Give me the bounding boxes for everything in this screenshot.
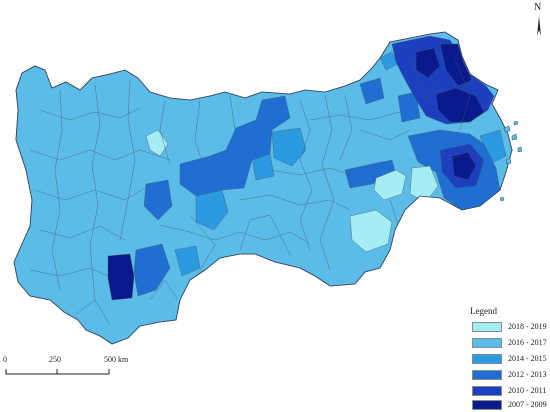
map-region-2018-2019 xyxy=(373,169,407,201)
legend-item: 2007 - 2009 xyxy=(472,400,550,412)
study-area-outline xyxy=(13,31,513,345)
map-region-2014-2015 xyxy=(174,245,201,277)
legend-label: 2012 - 2013 xyxy=(508,370,547,379)
north-letter: N xyxy=(534,2,542,13)
map-region-2014-2015 xyxy=(271,127,307,167)
legend-swatch xyxy=(472,386,502,396)
legend-item: 2018 - 2019 xyxy=(472,322,550,334)
map-region-2012-2013 xyxy=(359,77,385,105)
map-region-2007-2009 xyxy=(435,87,485,123)
legend-swatch xyxy=(472,370,502,380)
legend-item: 2012 - 2013 xyxy=(472,370,550,382)
legend-label: 2014 - 2015 xyxy=(508,354,547,363)
north-arrow-icon xyxy=(537,16,541,36)
map-region-2012-2013 xyxy=(179,95,291,197)
legend-title: Legend xyxy=(470,306,497,316)
legend: Legend 2018 - 2019 2016 - 2017 2014 - 20… xyxy=(468,306,550,410)
scale-bar-line xyxy=(5,369,110,375)
map-region-2018-2019 xyxy=(349,209,393,253)
map-region-2018-2019 xyxy=(145,129,169,157)
map-region-2012-2013 xyxy=(397,91,421,123)
legend-swatch xyxy=(472,322,502,332)
map-region-2007-2009 xyxy=(107,253,135,301)
map-region-2007-2009 xyxy=(439,43,473,87)
legend-item: 2016 - 2017 xyxy=(472,338,550,350)
map-region-2012-2013 xyxy=(133,243,171,297)
north-arrow: N xyxy=(530,2,550,42)
scale-tick-label: 500 km xyxy=(104,355,129,364)
legend-swatch xyxy=(472,338,502,348)
legend-label: 2016 - 2017 xyxy=(508,338,547,347)
legend-label: 2018 - 2019 xyxy=(508,322,547,331)
scale-bar: 0 250 500 km xyxy=(0,355,140,385)
map-region-2012-2013 xyxy=(143,179,173,221)
map-region-2007-2009 xyxy=(451,151,477,181)
legend-item: 2010 - 2011 xyxy=(472,386,550,398)
coastal-islands xyxy=(499,120,523,202)
scale-tick-label: 250 xyxy=(49,355,61,364)
legend-swatch xyxy=(472,354,502,364)
county-boundaries xyxy=(29,59,491,326)
legend-label: 2010 - 2011 xyxy=(508,386,547,395)
legend-label: 2007 - 2009 xyxy=(508,400,547,409)
scale-tick-label: 0 xyxy=(3,355,7,364)
map-region-2018-2019 xyxy=(409,165,439,203)
map-region-2007-2009 xyxy=(415,47,441,79)
legend-swatch xyxy=(472,400,502,410)
legend-item: 2014 - 2015 xyxy=(472,354,550,366)
